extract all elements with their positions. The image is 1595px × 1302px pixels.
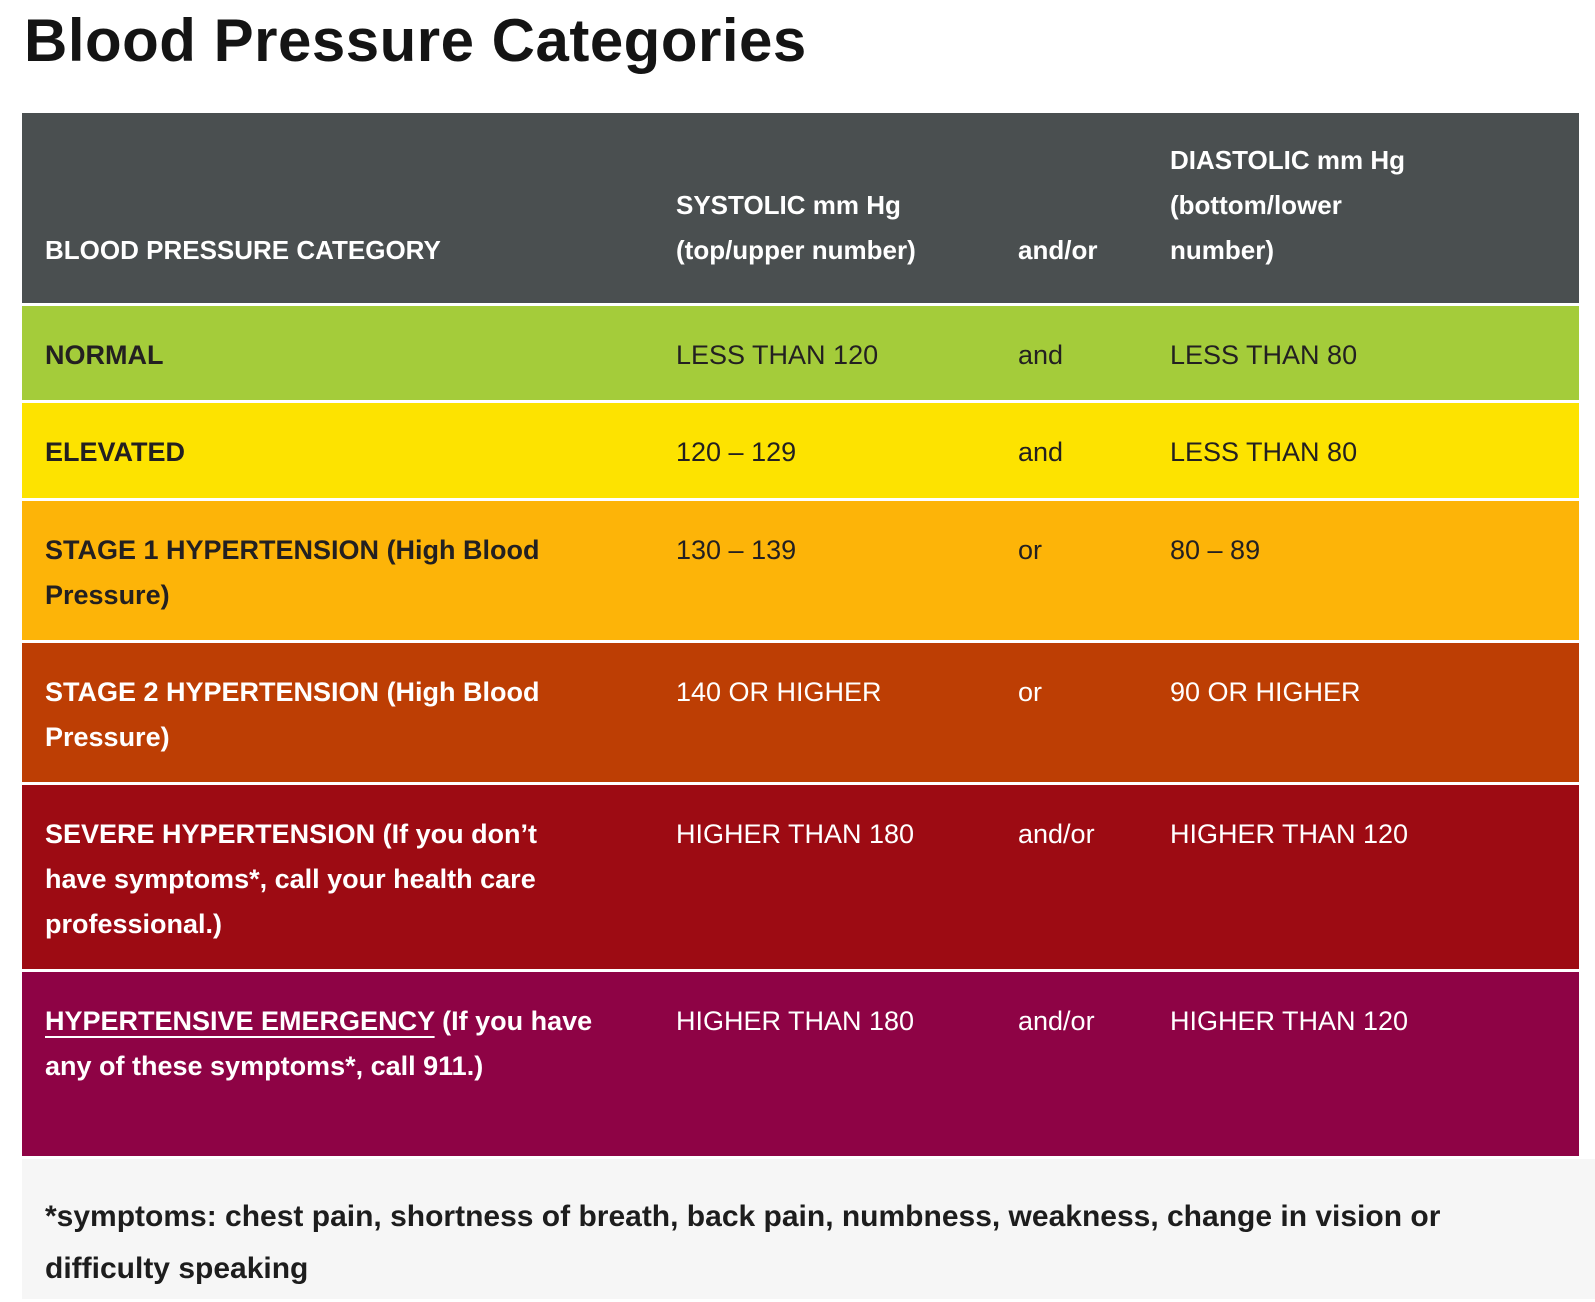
systolic-cell: 120 – 129 [654, 430, 996, 475]
systolic-cell: 130 – 139 [654, 528, 996, 573]
connector-cell: or [996, 670, 1148, 715]
category-label: HYPERTENSIVE EMERGENCY [45, 1006, 435, 1036]
diastolic-cell: LESS THAN 80 [1148, 430, 1579, 475]
header-systolic-cell: SYSTOLIC mm Hg (top/upper number) [654, 183, 996, 273]
connector-value: and/or [1018, 819, 1095, 849]
category-cell: NORMAL [22, 333, 654, 378]
header-connector-label: and/or [1018, 235, 1098, 265]
header-diastolic-label: DIASTOLIC mm Hg (bottom/lower number) [1170, 145, 1405, 265]
category-cell: STAGE 2 HYPERTENSION (High Blood Pressur… [22, 670, 654, 760]
header-category-cell: BLOOD PRESSURE CATEGORY [22, 228, 654, 273]
connector-cell: and [996, 333, 1148, 378]
systolic-cell: HIGHER THAN 180 [654, 999, 996, 1044]
diastolic-value: LESS THAN 80 [1170, 437, 1358, 467]
header-systolic-label: SYSTOLIC mm Hg (top/upper number) [676, 190, 916, 265]
connector-cell: and [996, 430, 1148, 475]
diastolic-cell: LESS THAN 80 [1148, 333, 1579, 378]
category-note: (If you don’t have symptoms*, call your … [45, 819, 538, 939]
diastolic-cell: 90 OR HIGHER [1148, 670, 1579, 715]
connector-value: and/or [1018, 1006, 1095, 1036]
category-label: STAGE 2 HYPERTENSION [45, 677, 380, 707]
blood-pressure-table: BLOOD PRESSURE CATEGORY SYSTOLIC mm Hg (… [22, 113, 1579, 1156]
symptoms-footnote-text: *symptoms: chest pain, shortness of brea… [45, 1200, 1441, 1285]
table-row: STAGE 1 HYPERTENSION (High Blood Pressur… [22, 501, 1579, 640]
systolic-value: HIGHER THAN 180 [676, 1006, 915, 1036]
systolic-cell: 140 OR HIGHER [654, 670, 996, 715]
header-connector-cell: and/or [996, 228, 1148, 273]
connector-cell: and/or [996, 812, 1148, 857]
connector-value: or [1018, 535, 1043, 565]
diastolic-cell: 80 – 89 [1148, 528, 1579, 573]
diastolic-value: 80 – 89 [1170, 535, 1261, 565]
page-title: Blood Pressure Categories [24, 7, 807, 74]
table-row: NORMAL LESS THAN 120 and LESS THAN 80 [22, 306, 1579, 400]
systolic-value: LESS THAN 120 [676, 340, 879, 370]
table-row: ELEVATED 120 – 129 and LESS THAN 80 [22, 403, 1579, 498]
table-row: SEVERE HYPERTENSION (If you don’t have s… [22, 785, 1579, 969]
connector-cell: or [996, 528, 1148, 573]
category-label: NORMAL [45, 340, 164, 370]
symptoms-footnote: *symptoms: chest pain, shortness of brea… [22, 1159, 1595, 1299]
table-row: STAGE 2 HYPERTENSION (High Blood Pressur… [22, 643, 1579, 782]
systolic-value: 140 OR HIGHER [676, 677, 882, 707]
category-cell: STAGE 1 HYPERTENSION (High Blood Pressur… [22, 528, 654, 618]
table-header-row: BLOOD PRESSURE CATEGORY SYSTOLIC mm Hg (… [22, 113, 1579, 303]
category-cell: SEVERE HYPERTENSION (If you don’t have s… [22, 812, 654, 947]
systolic-cell: HIGHER THAN 180 [654, 812, 996, 857]
diastolic-value: LESS THAN 80 [1170, 340, 1358, 370]
diastolic-cell: HIGHER THAN 120 [1148, 999, 1579, 1044]
category-label: STAGE 1 HYPERTENSION [45, 535, 380, 565]
connector-value: and [1018, 340, 1064, 370]
diastolic-cell: HIGHER THAN 120 [1148, 812, 1579, 857]
category-label: SEVERE HYPERTENSION [45, 819, 376, 849]
category-cell: HYPERTENSIVE EMERGENCY (If you have any … [22, 999, 654, 1089]
diastolic-value: HIGHER THAN 120 [1170, 819, 1409, 849]
connector-value: or [1018, 677, 1043, 707]
category-label: ELEVATED [45, 437, 186, 467]
diastolic-value: 90 OR HIGHER [1170, 677, 1361, 707]
connector-cell: and/or [996, 999, 1148, 1044]
connector-value: and [1018, 437, 1064, 467]
header-category-label: BLOOD PRESSURE CATEGORY [45, 235, 441, 265]
table-row: HYPERTENSIVE EMERGENCY (If you have any … [22, 972, 1579, 1156]
diastolic-value: HIGHER THAN 120 [1170, 1006, 1409, 1036]
systolic-value: HIGHER THAN 180 [676, 819, 915, 849]
category-note: (High Blood Pressure) [45, 535, 540, 610]
category-cell: ELEVATED [22, 430, 654, 475]
systolic-value: 130 – 139 [676, 535, 797, 565]
systolic-value: 120 – 129 [676, 437, 797, 467]
category-note: (High Blood Pressure) [45, 677, 540, 752]
systolic-cell: LESS THAN 120 [654, 333, 996, 378]
category-note: (If you have any of these symptoms*, cal… [45, 1006, 593, 1081]
header-diastolic-cell: DIASTOLIC mm Hg (bottom/lower number) [1148, 138, 1579, 273]
